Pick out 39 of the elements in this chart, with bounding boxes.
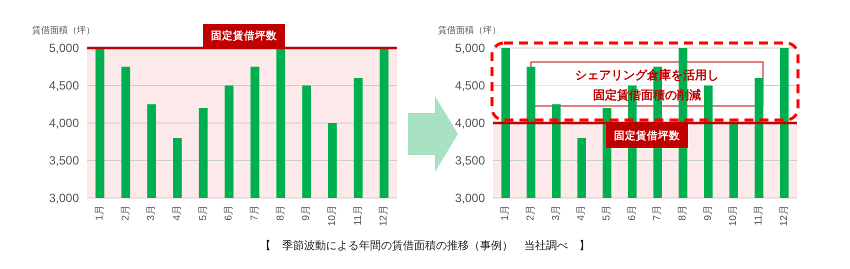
ref-line-label: 固定賃借坪数 xyxy=(211,29,278,42)
x-tick-label: 2月 xyxy=(120,205,132,221)
x-tick-label: 6月 xyxy=(224,205,235,221)
x-tick-label: 9月 xyxy=(301,205,312,221)
y-tick-label: 4,000 xyxy=(454,116,486,130)
y-tick-label: 3,000 xyxy=(454,191,486,205)
y-tick-label: 5,000 xyxy=(48,41,80,55)
x-tick-label: 2月 xyxy=(526,205,536,221)
y-tick-label: 4,000 xyxy=(48,116,80,130)
x-tick-label: 8月 xyxy=(275,205,286,221)
ref-line-label: 固定賃借坪数 xyxy=(614,129,681,142)
x-tick-label: 8月 xyxy=(678,205,688,221)
y-tick-label: 5,000 xyxy=(454,41,486,55)
y-tick-label: 3,000 xyxy=(48,191,80,205)
x-tick-label: 5月 xyxy=(198,205,209,221)
x-tick-label: 4月 xyxy=(172,205,183,221)
y-tick-label: 3,500 xyxy=(454,154,486,168)
x-tick-label: 5月 xyxy=(602,205,612,221)
x-tick-label: 1月 xyxy=(94,205,106,221)
x-tick-label: 9月 xyxy=(702,205,714,221)
x-tick-label: 3月 xyxy=(550,205,562,221)
x-tick-label: 11月 xyxy=(754,205,764,226)
x-tick-label: 11月 xyxy=(352,205,364,226)
x-tick-label: 4月 xyxy=(576,205,588,221)
y-axis-title: 賃借面積（坪） xyxy=(32,25,95,35)
x-tick-label: 7月 xyxy=(652,205,664,221)
y-tick-label: 4,500 xyxy=(48,78,80,92)
x-tick-label: 10月 xyxy=(728,205,740,226)
x-tick-label: 3月 xyxy=(146,205,158,221)
y-tick-label: 4,500 xyxy=(454,78,486,92)
x-tick-label: 12月 xyxy=(378,205,390,226)
y-axis-title: 賃借面積（坪） xyxy=(438,25,501,35)
text: 【 季節波動による年間の賃借面積の推移（事例） 当社調べ 】 xyxy=(260,239,590,252)
y-tick-label: 3,500 xyxy=(48,154,80,168)
x-tick-label: 7月 xyxy=(249,205,260,221)
x-tick-label: 6月 xyxy=(626,205,638,221)
x-tick-label: 10月 xyxy=(326,205,338,226)
x-tick-label: 12月 xyxy=(778,205,790,226)
x-tick-label: 1月 xyxy=(500,205,512,221)
